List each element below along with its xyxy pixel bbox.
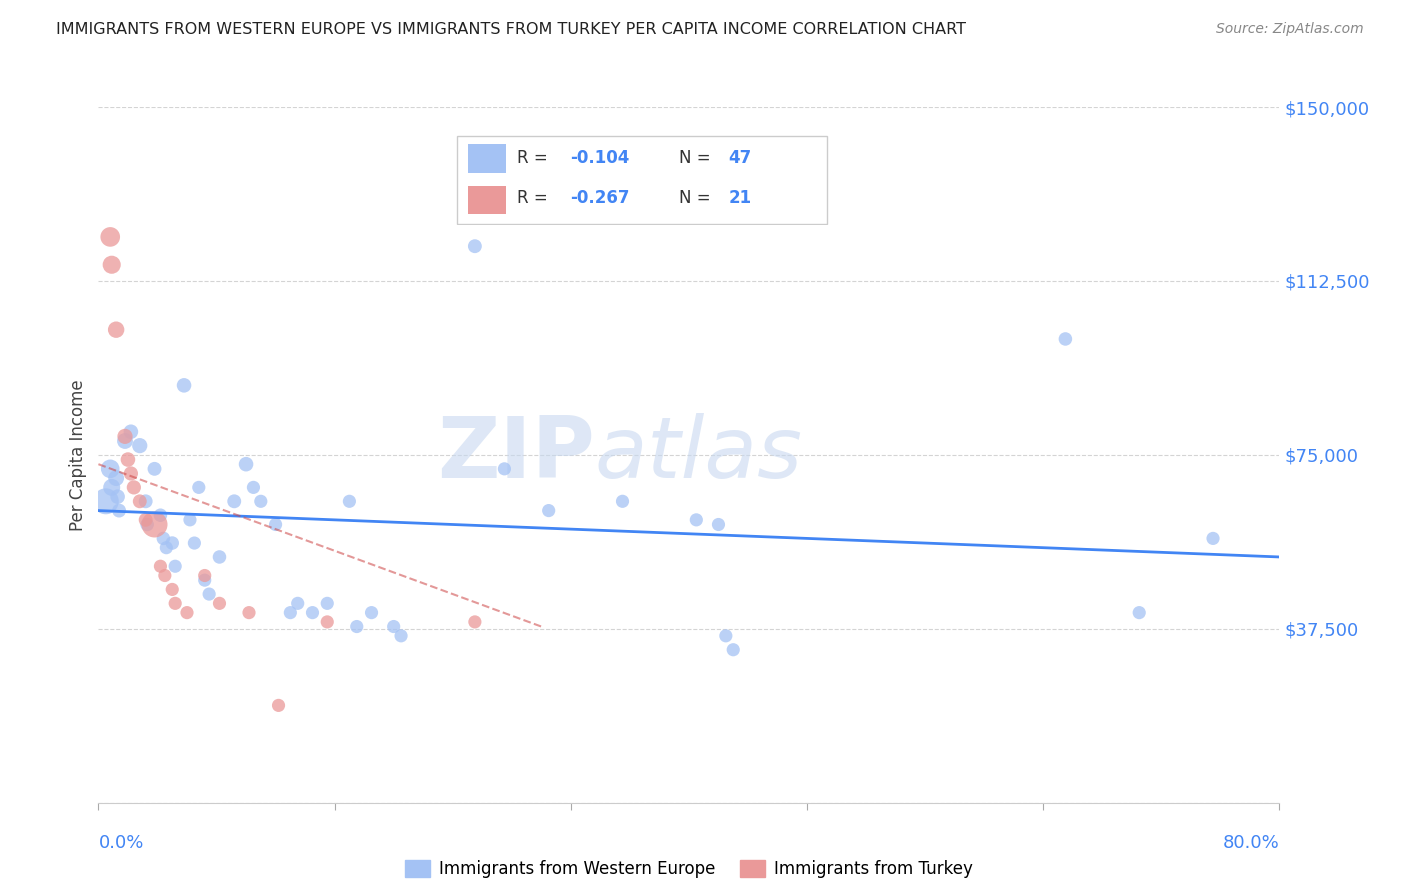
Point [94, 494, 117, 508]
Point [537, 503, 560, 517]
Point [1054, 332, 1077, 346]
Point [235, 457, 257, 471]
Point [316, 596, 339, 610]
Point [194, 573, 217, 587]
Point [136, 517, 159, 532]
Point [194, 568, 217, 582]
Point [162, 582, 183, 597]
Legend: Immigrants from Western Europe, Immigrants from Turkey: Immigrants from Western Europe, Immigran… [399, 854, 979, 885]
Point [128, 494, 150, 508]
Point [179, 513, 201, 527]
Text: atlas: atlas [595, 413, 803, 497]
Point [242, 480, 264, 494]
Point [107, 490, 129, 504]
Point [707, 517, 730, 532]
Point [494, 462, 516, 476]
Text: 0.0%: 0.0% [98, 834, 143, 852]
Point [389, 629, 412, 643]
Point [238, 606, 260, 620]
Point [162, 536, 183, 550]
Point [264, 517, 287, 532]
Point [287, 596, 309, 610]
Point [108, 503, 131, 517]
Point [382, 619, 405, 633]
Point [114, 434, 136, 448]
Point [120, 467, 142, 481]
Point [120, 425, 142, 439]
Text: IMMIGRANTS FROM WESTERN EUROPE VS IMMIGRANTS FROM TURKEY PER CAPITA INCOME CORRE: IMMIGRANTS FROM WESTERN EUROPE VS IMMIGR… [56, 22, 966, 37]
Point [1202, 532, 1225, 546]
Point [173, 378, 195, 392]
Point [464, 239, 486, 253]
Point [301, 606, 323, 620]
Point [198, 587, 221, 601]
Point [316, 615, 339, 629]
Point [1128, 606, 1150, 620]
Point [98, 230, 121, 244]
Text: 80.0%: 80.0% [1223, 834, 1279, 852]
Point [105, 471, 128, 485]
Point [187, 480, 209, 494]
Point [208, 549, 231, 564]
Point [208, 596, 231, 610]
Point [224, 494, 246, 508]
Point [360, 606, 382, 620]
Point [250, 494, 273, 508]
Point [105, 323, 128, 337]
Point [278, 606, 302, 620]
Text: Source: ZipAtlas.com: Source: ZipAtlas.com [1216, 22, 1364, 37]
Point [117, 452, 139, 467]
Point [152, 532, 174, 546]
Point [155, 541, 177, 555]
Text: ZIP: ZIP [437, 413, 595, 497]
Point [346, 619, 368, 633]
Point [114, 429, 136, 443]
Point [143, 517, 166, 532]
Point [153, 568, 176, 582]
Point [183, 536, 205, 550]
Point [721, 642, 744, 657]
Point [464, 615, 486, 629]
Point [165, 559, 187, 574]
Point [337, 494, 360, 508]
Point [135, 494, 157, 508]
Point [176, 606, 198, 620]
Y-axis label: Per Capita Income: Per Capita Income [69, 379, 87, 531]
Point [149, 508, 172, 523]
Point [98, 462, 121, 476]
Point [128, 439, 150, 453]
Point [100, 258, 122, 272]
Point [612, 494, 634, 508]
Point [165, 596, 187, 610]
Point [135, 513, 157, 527]
Point [143, 462, 166, 476]
Point [149, 559, 172, 574]
Point [685, 513, 707, 527]
Point [267, 698, 290, 713]
Point [100, 480, 122, 494]
Point [122, 480, 145, 494]
Point [714, 629, 737, 643]
